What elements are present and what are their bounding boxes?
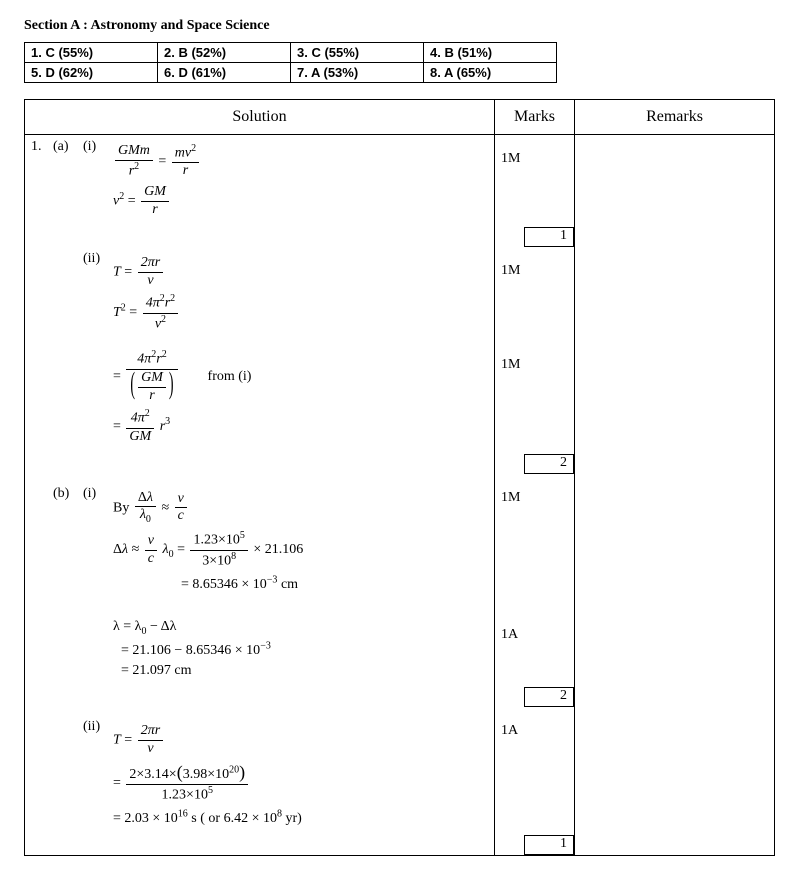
subtotal-value: 2 [524,454,574,474]
equation-line: = 21.097 cm [113,663,271,679]
solution-cell: (ii)T = 2πrv = 2×3.14×(3.98×1020)1.23×105… [25,707,495,835]
solution-cell: 1.(a)(i)GMmr2 = mv2r v2 = GMr [25,135,495,227]
subtotal-row: 2 [25,454,775,474]
answer-cell: 3. C (55%) [291,43,424,63]
equation-line: = 4π2GM r3 [113,408,251,445]
equation-line: T2 = 4π2r2v2 [113,293,180,333]
subpart-label: (ii) [83,719,113,735]
subtotal-spacer [25,687,495,707]
subpart-label: (i) [83,486,113,502]
marks-cell: 1A [495,611,575,687]
equation-line: = 8.65346 × 10−3 cm [113,574,303,593]
subtotal-value: 2 [524,687,574,707]
solution-cell: (ii)T = 2πrvT2 = 4π2r2v2 [25,247,495,342]
subtotal-cell-wrap: 2 [495,687,575,707]
part-label: (b) [53,486,83,502]
subtotal-cell-wrap: 2 [495,454,575,474]
answer-cell: 2. B (52%) [158,43,291,63]
equation-line: T = 2πrv [113,723,302,758]
subtotal-value: 1 [524,227,574,247]
answer-cell: 8. A (65%) [424,63,557,83]
solution-cell: (b)(i)By Δλλ0 ≈ vcΔλ ≈ vc λ0 = 1.23×1053… [25,474,495,611]
answer-cell: 4. B (51%) [424,43,557,63]
remarks-cell [575,474,775,611]
answer-row: 1. C (55%) 2. B (52%) 3. C (55%) 4. B (5… [25,43,557,63]
answer-cell: 7. A (53%) [291,63,424,83]
solution-row: (ii)T = 2πrvT2 = 4π2r2v21M [25,247,775,342]
solution-row: 1.(a)(i)GMmr2 = mv2r v2 = GMr 1M [25,135,775,227]
remarks-cell [575,247,775,342]
subtotal-spacer [25,835,495,856]
subtotal-cell-wrap: 1 [495,227,575,247]
header-remarks: Remarks [575,100,775,135]
subpart-label: (ii) [83,251,113,267]
remarks-cell [575,707,775,835]
answer-cell: 5. D (62%) [25,63,158,83]
remarks-cell [575,135,775,227]
subtotal-remarks [575,687,775,707]
marks-cell: 1M [495,341,575,453]
equation-body: By Δλλ0 ≈ vcΔλ ≈ vc λ0 = 1.23×1053×108 ×… [113,486,303,597]
solution-cell: λ = λ0 − Δλ = 21.106 − 8.65346 × 10−3 = 21… [25,611,495,687]
solution-row: λ = λ0 − Δλ = 21.106 − 8.65346 × 10−3 = 21… [25,611,775,687]
equation-line: T = 2πrv [113,255,180,290]
equation-body: GMmr2 = mv2r v2 = GMr [113,139,201,223]
subpart-label: (i) [83,139,113,155]
equation-body: T = 2πrv = 2×3.14×(3.98×1020)1.23×105 = 2.… [113,719,302,831]
subtotal-remarks [575,227,775,247]
section-title: Section A : Astronomy and Space Science [24,18,780,34]
equation-line: Δλ ≈ vc λ0 = 1.23×1053×108 × 21.106 [113,530,303,570]
solution-row: (ii)T = 2πrv = 2×3.14×(3.98×1020)1.23×105… [25,707,775,835]
subtotal-remarks [575,835,775,856]
equation-line: v2 = GMr [113,184,201,219]
header-marks: Marks [495,100,575,135]
solution-table: Solution Marks Remarks 1.(a)(i)GMmr2 = m… [24,99,775,856]
marks-cell: 1M [495,474,575,611]
subtotal-row: 2 [25,687,775,707]
answer-row: 5. D (62%) 6. D (61%) 7. A (53%) 8. A (6… [25,63,557,83]
subtotal-spacer [25,454,495,474]
equation-line: λ = λ0 − Δλ [113,619,271,637]
subtotal-remarks [575,454,775,474]
equation-body: λ = λ0 − Δλ = 21.106 − 8.65346 × 10−3 = 21… [113,615,271,683]
answer-cell: 1. C (55%) [25,43,158,63]
question-number: 1. [31,139,53,155]
solution-row: = 4π2r2(GMr) from (i) = 4π2GM r3 1M [25,341,775,453]
equation-body: T = 2πrvT2 = 4π2r2v2 [113,251,180,338]
part-label: (a) [53,139,83,155]
subtotal-spacer [25,227,495,247]
marks-cell: 1A [495,707,575,835]
equation-body: = 4π2r2(GMr) from (i) = 4π2GM r3 [113,345,251,449]
subtotal-row: 1 [25,227,775,247]
marks-cell: 1M [495,135,575,227]
subtotal-value: 1 [524,835,574,855]
equation-line: GMmr2 = mv2r [113,143,201,180]
equation-line: = 2.03 × 1016 s ( or 6.42 × 108 yr) [113,808,302,827]
solution-row: (b)(i)By Δλλ0 ≈ vcΔλ ≈ vc λ0 = 1.23×1053… [25,474,775,611]
answer-table: 1. C (55%) 2. B (52%) 3. C (55%) 4. B (5… [24,42,557,83]
subtotal-row: 1 [25,835,775,856]
solution-cell: = 4π2r2(GMr) from (i) = 4π2GM r3 [25,341,495,453]
header-solution: Solution [25,100,495,135]
subtotal-cell-wrap: 1 [495,835,575,856]
equation-line: = 4π2r2(GMr) from (i) [113,349,251,404]
remarks-cell [575,341,775,453]
marks-cell: 1M [495,247,575,342]
equation-line: = 21.106 − 8.65346 × 10−3 [113,641,271,660]
remarks-cell [575,611,775,687]
equation-line: = 2×3.14×(3.98×1020)1.23×105 [113,762,302,804]
equation-line: By Δλλ0 ≈ vc [113,490,303,527]
answer-cell: 6. D (61%) [158,63,291,83]
header-row: Solution Marks Remarks [25,100,775,135]
